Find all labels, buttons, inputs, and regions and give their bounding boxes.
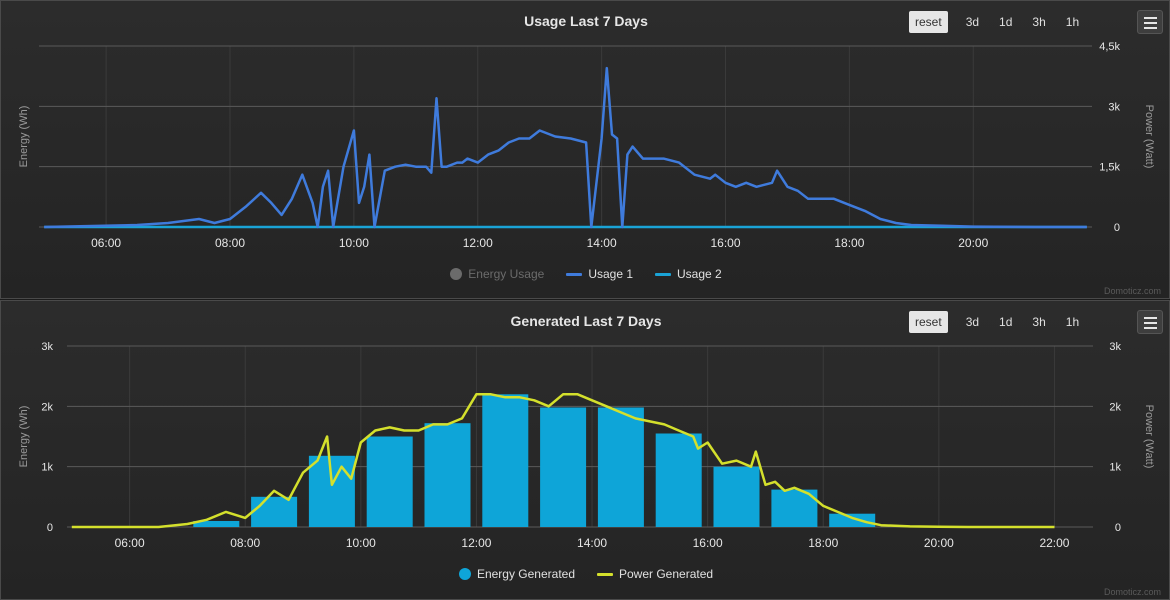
energy-generated-bar[interactable] [829,513,876,527]
generated-credit-link[interactable]: Domoticz.com [1103,587,1161,597]
energy-generated-bar[interactable] [251,496,298,527]
generated-x-tick-label: 08:00 [230,536,260,550]
generated-zoom-3d-button[interactable]: 3d [956,311,989,333]
usage-zoom-1d-button[interactable]: 1d [989,11,1022,33]
legend-item-usage-1[interactable]: Usage 1 [566,267,633,281]
usage-y-right-axis-title: Power (Watt) [1143,105,1155,169]
usage-zoom-3h-button[interactable]: 3h [1022,11,1055,33]
usage-legend: Energy Usage Usage 1 Usage 2 [1,267,1169,281]
legend-label-energy-usage: Energy Usage [468,267,545,281]
generated-reset-button[interactable]: reset [909,311,948,333]
usage-x-tick-label: 08:00 [215,236,245,250]
generated-x-tick-label: 14:00 [577,536,607,550]
generated-zoom-1h-button[interactable]: 1h [1056,311,1089,333]
generated-y-right-tick-label: 1k [1109,462,1121,474]
generated-chart-title: Generated Last 7 Days [510,313,662,329]
usage-hamburger-menu-icon[interactable] [1137,10,1163,34]
usage-x-tick-label: 16:00 [710,236,740,250]
legend-label-power-generated: Power Generated [619,567,714,581]
usage-zoom-1h-button[interactable]: 1h [1056,11,1089,33]
energy-generated-bar[interactable] [482,394,529,527]
usage-zoom-3d-button[interactable]: 3d [956,11,989,33]
usage-credit-link[interactable]: Domoticz.com [1103,286,1161,296]
generated-x-tick-label: 22:00 [1039,536,1069,550]
generated-zoom-controls: reset 3d 1d 3h 1h [909,311,1089,333]
energy-usage-dot-icon [450,268,463,280]
generated-x-tick-label: 16:00 [693,536,723,550]
usage-x-tick-label: 14:00 [587,236,617,250]
generated-x-tick-label: 12:00 [461,536,491,550]
usage-x-tick-label: 18:00 [834,236,864,250]
usage-x-tick-label: 10:00 [339,236,369,250]
generated-y-left-tick-label: 2k [41,401,53,413]
generated-x-tick-label: 18:00 [808,536,838,550]
usage-chart-svg: 06:00 08:00 10:00 12:00 14:00 16:00 18:00 20:00… [18,41,1155,250]
usage-y-left-axis-title: Energy (Wh) [18,106,30,168]
generated-x-tick-label: 20:00 [924,536,954,550]
power-generated-series-line[interactable] [71,393,1055,529]
usage-1-line-icon [566,272,583,276]
usage-zoom-controls: reset 3d 1d 3h 1h [909,11,1089,33]
usage-y-right-tick-label: 0 [1114,222,1120,234]
usage-x-tick-label: 06:00 [91,236,121,250]
generated-x-tick-label: 06:00 [115,536,145,550]
generated-zoom-3h-button[interactable]: 3h [1022,311,1055,333]
generated-y-right-tick-label: 3k [1109,341,1121,353]
legend-label-energy-generated: Energy Generated [476,567,575,581]
usage-x-tick-label: 12:00 [463,236,493,250]
energy-generated-dot-icon [458,568,471,580]
generated-y-left-tick-label: 1k [41,462,53,474]
usage-chart-panel: Usage Last 7 Days reset 3d 1d 3h 1h 06:0… [0,0,1170,299]
generated-chart-svg: 06:00 08:00 10:00 12:00 14:00 16:00 18:00 20:00… [18,341,1155,550]
generated-x-tick-label: 10:00 [346,536,376,550]
generated-zoom-1d-button[interactable]: 1d [989,311,1022,333]
usage-y-right-tick-label: 3k [1108,101,1120,113]
generated-hamburger-menu-icon[interactable] [1137,310,1163,334]
legend-item-usage-2[interactable]: Usage 2 [655,267,722,281]
generated-y-left-tick-label: 0 [47,522,53,534]
generated-y-left-tick-label: 3k [41,341,53,353]
energy-generated-bar[interactable] [193,521,240,527]
usage-y-right-tick-label: 4,5k [1099,41,1120,53]
energy-generated-bar[interactable] [540,407,587,528]
energy-generated-bar[interactable] [655,433,702,528]
generated-y-right-tick-label: 2k [1109,401,1121,413]
power-generated-line-icon [597,572,613,576]
energy-generated-bar[interactable] [424,423,471,527]
legend-label-usage-1: Usage 1 [588,267,634,281]
energy-generated-bar[interactable] [713,466,760,527]
usage-reset-button[interactable]: reset [909,11,948,33]
energy-generated-bar[interactable] [597,407,644,528]
generated-chart-panel: Generated Last 7 Days reset 3d 1d 3h 1h … [0,300,1170,600]
legend-item-energy-generated[interactable]: Energy Generated [458,567,575,581]
energy-generated-bar[interactable] [308,455,355,527]
usage-chart-title: Usage Last 7 Days [524,13,648,29]
usage-y-right-tick-label: 1,5k [1099,162,1120,174]
usage-x-tick-label: 20:00 [958,236,988,250]
legend-item-energy-usage[interactable]: Energy Usage [450,267,544,281]
usage-1-series-line[interactable] [44,66,1087,229]
usage-2-line-icon [655,272,672,276]
generated-y-left-axis-title: Energy (Wh) [18,406,30,468]
energy-generated-bar[interactable] [366,436,413,528]
legend-item-power-generated[interactable]: Power Generated [597,567,713,581]
generated-legend: Energy Generated Power Generated [1,567,1169,581]
generated-y-right-tick-label: 0 [1115,522,1121,534]
legend-label-usage-2: Usage 2 [677,267,722,281]
generated-y-right-axis-title: Power (Watt) [1143,405,1155,469]
